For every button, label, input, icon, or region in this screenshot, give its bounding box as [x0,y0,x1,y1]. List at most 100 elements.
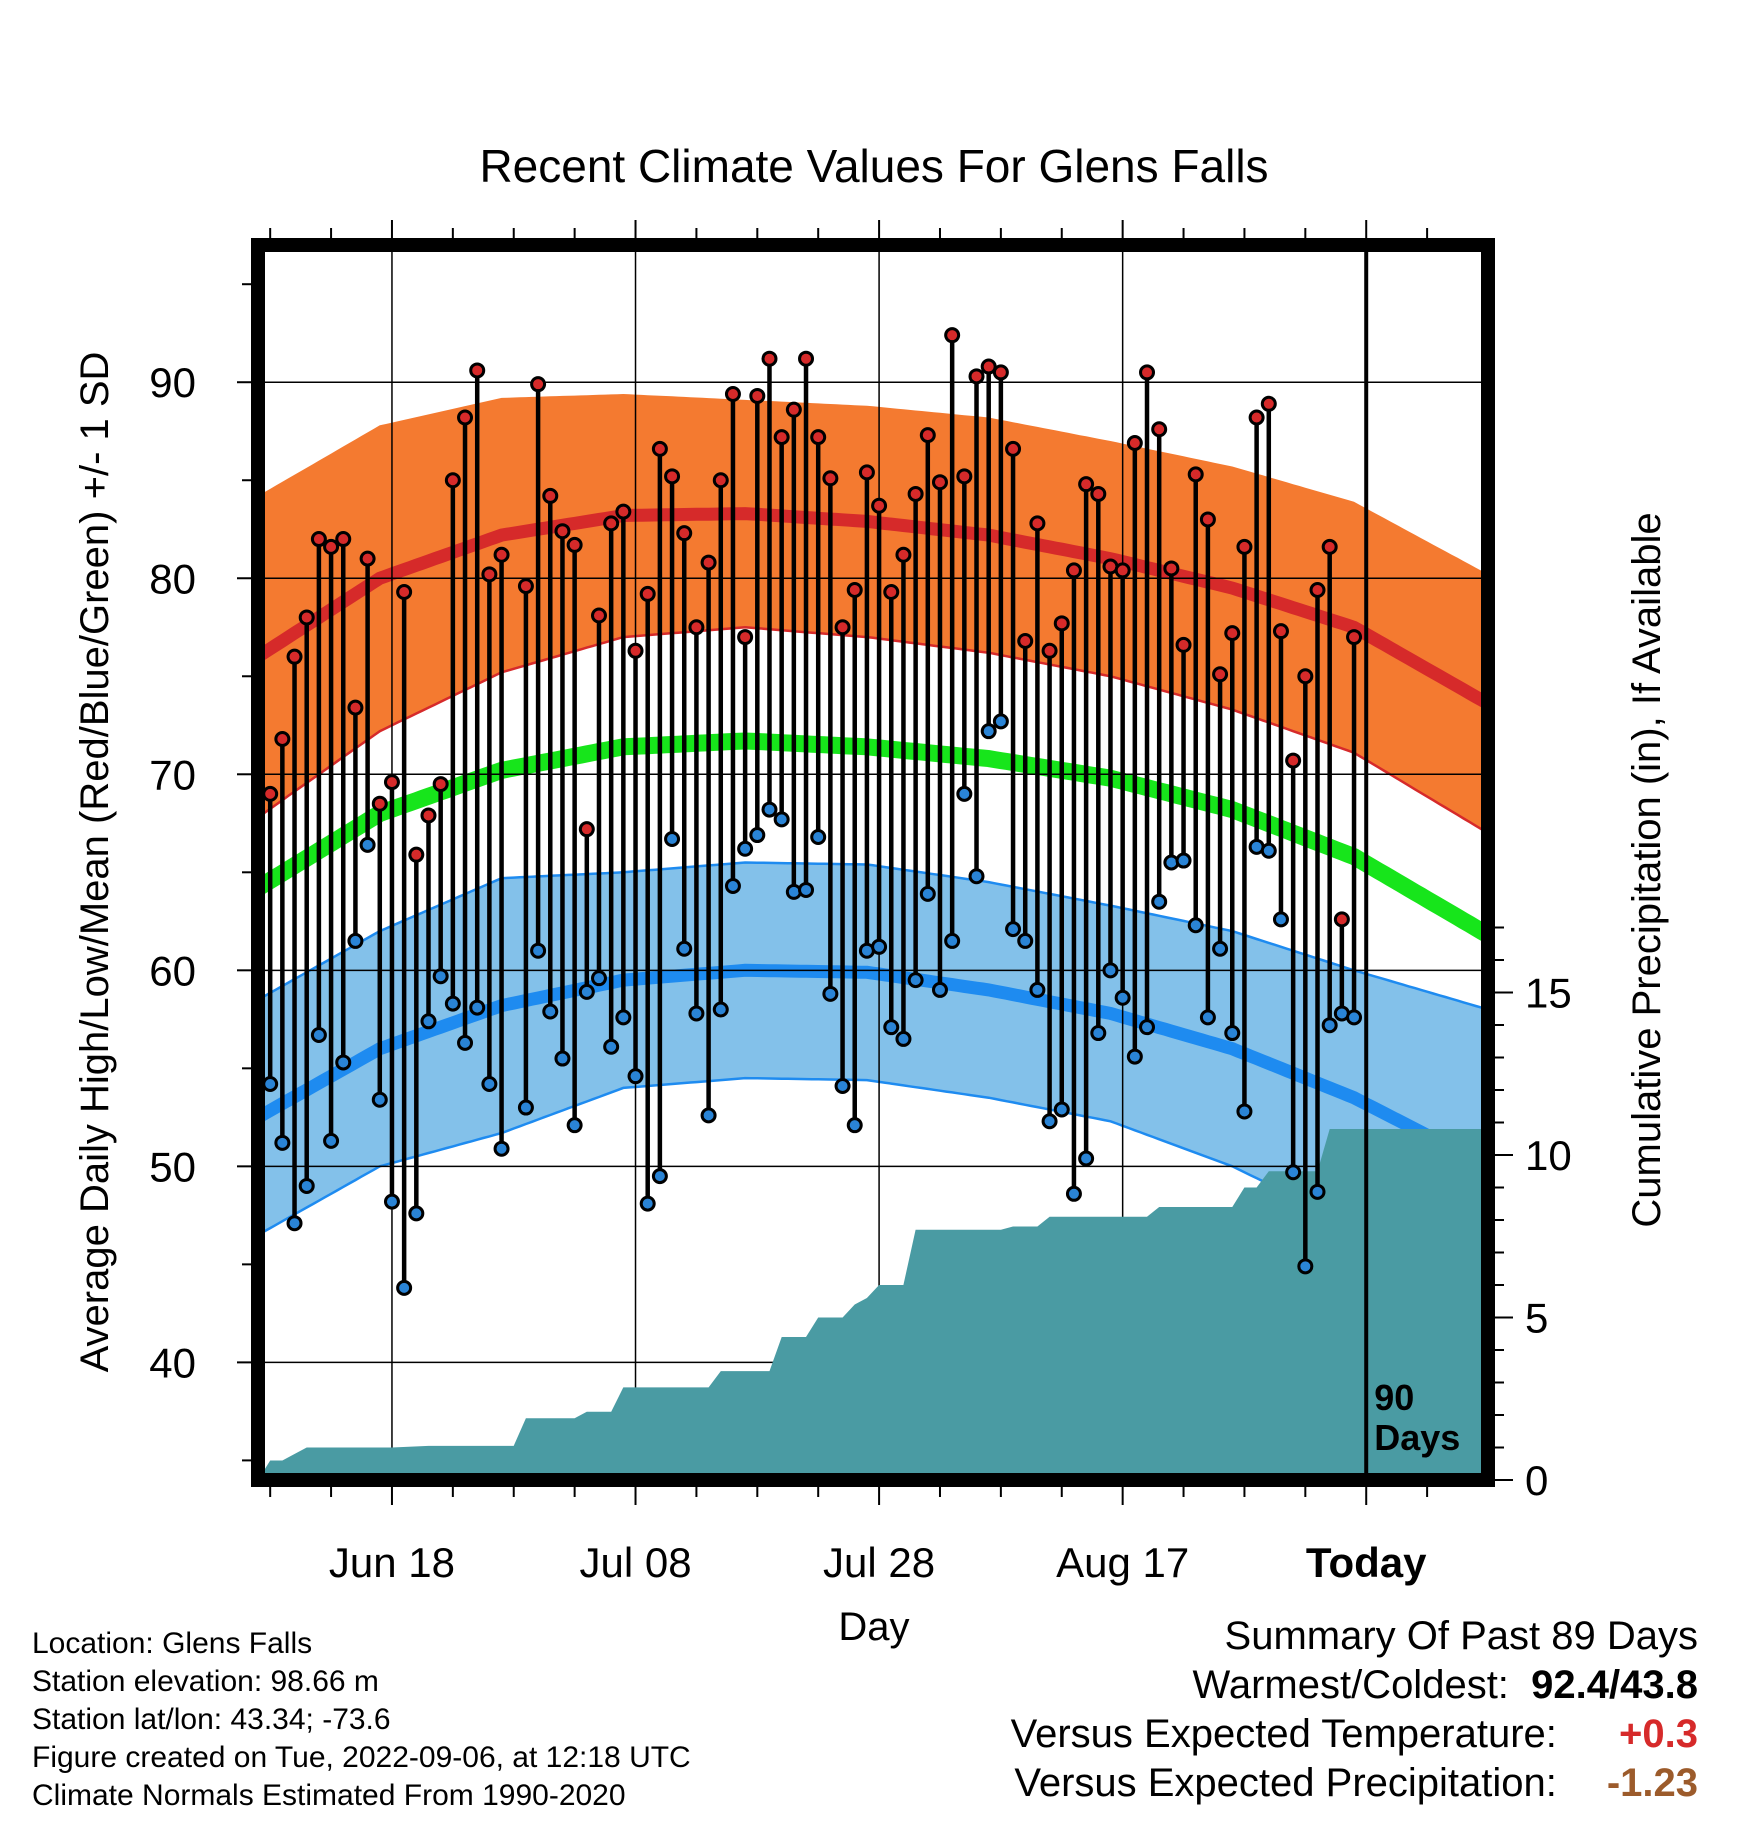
plot-frame [251,238,1495,1487]
low-point [1321,1017,1338,1034]
high-point [1333,911,1350,928]
high-point [469,362,486,379]
high-point [907,485,924,502]
low-point [298,1177,315,1194]
low-point [1187,917,1204,934]
low-point [554,1050,571,1067]
y-tick-label: 60 [149,947,196,994]
low-point [846,1117,863,1134]
low-point [1346,1009,1363,1026]
high-point [822,470,839,487]
low-point [1309,1183,1326,1200]
low-point [919,885,936,902]
low-point [603,1038,620,1055]
high-point [1126,434,1143,451]
low-point [408,1205,425,1222]
high-point [651,440,668,457]
high-point [298,609,315,626]
high-point [931,474,948,491]
high-point [359,550,376,567]
low-point [615,1009,632,1026]
precip-row: Versus Expected Precipitation: -1.23 [1011,1759,1698,1808]
high-point [396,583,413,600]
low-point [1041,1113,1058,1130]
high-point [712,472,729,489]
high-point [444,472,461,489]
latlon-text: Station lat/lon: 43.34; -73.6 [32,1703,391,1736]
y2-tick-label: 5 [1525,1295,1548,1342]
low-point [262,1076,279,1093]
high-point [566,536,583,553]
low-point [1053,1101,1070,1118]
low-point [530,942,547,959]
low-point [457,1034,474,1051]
high-point [481,566,498,583]
high-point [1065,562,1082,579]
low-point [968,868,985,885]
high-point [871,497,888,514]
low-point [749,827,766,844]
high-point [1005,440,1022,457]
low-point [1272,911,1289,928]
high-point [1017,632,1034,649]
high-point [798,350,815,367]
high-point [1224,625,1241,642]
high-point [810,429,827,446]
temp-label: Versus Expected Temperature: [1010,1712,1557,1756]
low-point [286,1215,303,1232]
summary-panel: Summary Of Past 89 Days Warmest/Coldest:… [1011,1612,1698,1808]
y2-tick-label: 15 [1525,970,1572,1017]
low-point [590,970,607,987]
high-point [846,582,863,599]
x-tick-label: Jul 08 [579,1539,691,1586]
high-point [919,427,936,444]
low-point [700,1107,717,1124]
high-point [980,358,997,375]
high-point [554,523,571,540]
high-point [858,464,875,481]
high-point [1212,666,1229,683]
y2-tick-label: 0 [1525,1457,1548,1504]
low-point [542,1003,559,1020]
low-point [383,1193,400,1210]
high-point [1248,409,1265,426]
high-point [1346,629,1363,646]
high-point [457,409,474,426]
low-point [1078,1150,1095,1167]
high-point [1199,511,1216,528]
x-tick-label: Jul 28 [823,1539,935,1586]
high-point [347,699,364,716]
low-point [883,1019,900,1036]
high-point [992,364,1009,381]
low-point [822,985,839,1002]
low-point [481,1076,498,1093]
low-point [578,983,595,1000]
station-info: Location: Glens Falls Station elevation:… [32,1625,691,1815]
low-sd-band [258,862,1488,1324]
high-point [944,327,961,344]
low-point [493,1140,510,1157]
high-point [1029,515,1046,532]
low-point [931,981,948,998]
low-point [1065,1185,1082,1202]
low-point [1151,893,1168,910]
high-point [968,368,985,385]
high-point [603,515,620,532]
low-point [323,1132,340,1149]
temp-row: Versus Expected Temperature: +0.3 [1011,1710,1698,1759]
low-point [420,1013,437,1030]
coldest-value: 43.8 [1620,1663,1698,1707]
high-point [335,531,352,548]
low-point [347,932,364,949]
warm-cold-separator: / [1609,1663,1621,1707]
precip-label: Versus Expected Precipitation: [1014,1761,1557,1805]
low-point [371,1091,388,1108]
high-point [1309,582,1326,599]
low-point [761,801,778,818]
high-point [323,538,340,555]
low-point [1126,1048,1143,1065]
high-point [664,468,681,485]
high-point [1236,538,1253,555]
x-axis-label: Day [838,1605,909,1649]
